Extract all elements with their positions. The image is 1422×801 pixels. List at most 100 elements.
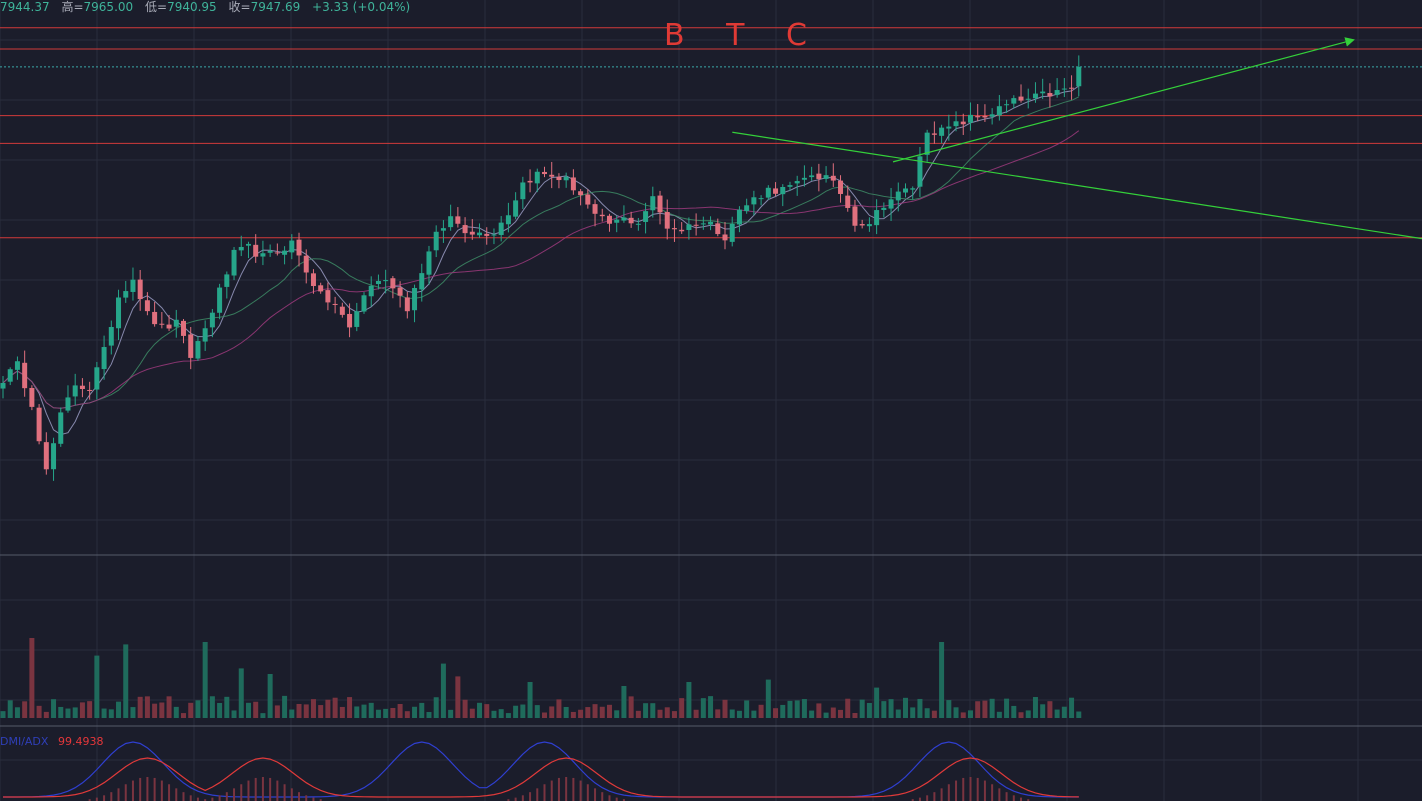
volume-bar <box>51 699 57 718</box>
candle <box>953 111 959 132</box>
candle-body <box>383 280 389 282</box>
volume-bar <box>801 699 807 718</box>
volume-bar <box>368 702 374 718</box>
volume-bar <box>455 676 461 718</box>
candle <box>477 223 483 238</box>
oscillator-histogram-bar <box>95 797 98 801</box>
volume-bar <box>614 710 620 718</box>
candle-body <box>1004 104 1010 106</box>
volume-bar <box>592 704 598 718</box>
candle <box>585 189 591 209</box>
oscillator-histogram-bar <box>615 797 618 801</box>
candle <box>231 247 237 281</box>
volume-bar <box>606 704 612 718</box>
candle-body <box>123 291 129 298</box>
oscillator-histogram-bar <box>529 792 532 801</box>
candle-body <box>404 297 410 312</box>
oscillator-histogram-bar <box>565 777 568 801</box>
oscillator-histogram-bar <box>1012 795 1015 801</box>
candle <box>765 185 771 200</box>
candle <box>866 217 872 232</box>
volume-bar <box>173 706 179 718</box>
volume-bar <box>347 697 353 718</box>
candle-body <box>744 205 750 212</box>
candle-body <box>700 223 706 225</box>
volume-bar <box>982 700 988 718</box>
close-label: 收 <box>228 0 241 14</box>
candle-body <box>664 211 670 229</box>
volume-bar <box>101 708 107 718</box>
candle-body <box>368 285 374 297</box>
ohlc-header: 7944.37 高=7965.00 低=7940.95 收=7947.69 +3… <box>0 0 411 14</box>
oscillator-histogram-bar <box>117 788 120 801</box>
volume-bar <box>274 705 280 718</box>
volume-bar <box>188 702 194 718</box>
volume-bar <box>43 711 49 718</box>
volume-bar <box>773 708 779 718</box>
volume-bar <box>79 702 85 718</box>
volume-bar <box>715 709 721 718</box>
candle <box>166 315 172 331</box>
candle-body <box>801 177 807 180</box>
volume-bar <box>462 699 468 718</box>
high-label: 高 <box>61 0 74 14</box>
candle-body <box>390 278 396 289</box>
candle-body <box>354 311 360 327</box>
volume-bar <box>448 709 454 718</box>
volume-bar <box>765 679 771 718</box>
candle-body <box>1054 90 1060 95</box>
candle <box>570 169 576 195</box>
candle <box>274 243 280 256</box>
candle <box>592 199 598 227</box>
candle-body <box>534 171 540 184</box>
candle <box>924 129 930 162</box>
candle <box>1025 88 1031 109</box>
candle <box>303 249 309 284</box>
oscillator-histogram-bar <box>196 797 199 801</box>
candle-body <box>72 385 78 397</box>
candle <box>58 407 64 447</box>
oscillator-histogram-bar <box>247 780 250 801</box>
oscillator-histogram-bar <box>976 777 979 801</box>
candle-body <box>542 171 547 175</box>
candle <box>43 432 49 475</box>
volume-bar <box>960 712 966 718</box>
candle <box>296 232 302 267</box>
candle-body <box>397 287 403 296</box>
candle-body <box>332 303 338 305</box>
candle-body <box>679 229 685 232</box>
candle-body <box>188 334 194 358</box>
oscillator-histogram-bar <box>175 788 178 801</box>
candle-body <box>419 273 425 290</box>
candle-body <box>433 231 439 251</box>
volume-bar <box>917 698 923 718</box>
candle-body <box>520 182 526 200</box>
volume-bar <box>780 704 786 718</box>
candle <box>801 165 807 187</box>
candle-body <box>325 290 331 303</box>
candle <box>989 108 995 125</box>
candle <box>0 376 6 399</box>
candle <box>318 282 324 294</box>
volume-bar <box>866 702 872 718</box>
candle-body <box>708 221 714 225</box>
volume-bar <box>412 706 418 718</box>
candle-body <box>982 115 988 118</box>
oscillator-histogram-bar <box>572 777 575 801</box>
oscillator-histogram-bar <box>622 799 625 801</box>
volume-bar <box>700 698 706 718</box>
oscillator-histogram-bar <box>962 777 965 801</box>
volume-bar <box>1061 706 1067 718</box>
moving-averages <box>2 85 1080 436</box>
candle <box>144 292 150 316</box>
oscillator-histogram-bar <box>254 777 257 801</box>
candle <box>448 204 454 231</box>
volume-bar <box>895 709 901 718</box>
candle <box>513 192 519 220</box>
candle-body <box>794 181 800 184</box>
candle-body <box>267 250 273 253</box>
volume-bar <box>657 709 663 718</box>
candle-body <box>209 312 215 328</box>
